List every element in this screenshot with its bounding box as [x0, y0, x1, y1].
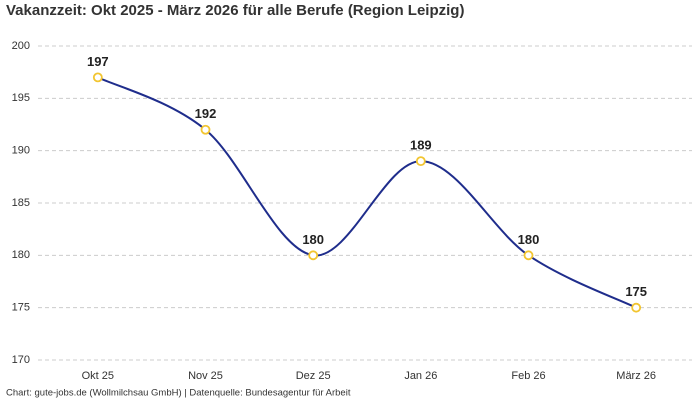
x-tick-label: Dez 25: [296, 370, 331, 382]
y-tick-label: 200: [12, 40, 30, 52]
y-tick-label: 190: [12, 145, 30, 157]
x-tick-label: Feb 26: [511, 370, 545, 382]
x-tick-label: Okt 25: [82, 370, 114, 382]
value-label: 180: [302, 232, 324, 247]
marker: [523, 250, 534, 261]
marker: [308, 250, 319, 261]
value-label: 192: [195, 106, 217, 121]
value-label: 189: [410, 138, 432, 153]
y-tick-label: 185: [12, 197, 30, 209]
x-tick-label: Jan 26: [404, 370, 437, 382]
x-tick-label: Nov 25: [188, 370, 223, 382]
y-tick-label: 195: [12, 92, 30, 104]
y-tick-label: 180: [12, 249, 30, 261]
marker: [92, 72, 103, 83]
marker: [200, 124, 211, 135]
chart-title: Vakanzzeit: Okt 2025 - März 2026 für all…: [6, 2, 464, 19]
y-tick-label: 175: [12, 302, 30, 314]
source-note: Chart: gute-jobs.de (Wollmilchsau GmbH) …: [6, 388, 351, 399]
marker: [631, 302, 642, 313]
value-label: 180: [518, 232, 540, 247]
value-label: 175: [625, 284, 647, 299]
y-tick-label: 170: [12, 354, 30, 366]
value-label: 197: [87, 54, 109, 69]
marker: [415, 156, 426, 167]
line: [97, 76, 637, 309]
x-tick-label: März 26: [616, 370, 656, 382]
